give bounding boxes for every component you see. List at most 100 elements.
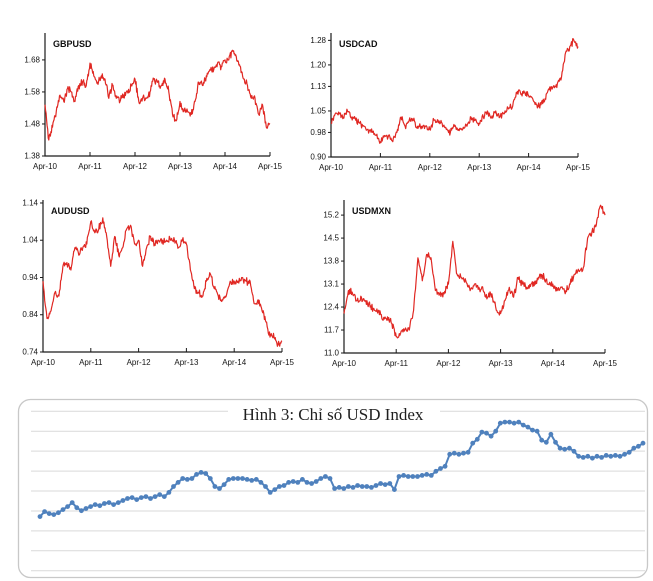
data-point-marker: [520, 422, 526, 428]
chart-title: GBPUSD: [53, 39, 92, 49]
x-tick-label: Apr-10: [332, 359, 357, 368]
y-tick-label: 15.2: [323, 211, 339, 220]
data-point-marker: [359, 484, 365, 489]
data-point-marker: [617, 453, 623, 459]
data-point-marker: [493, 428, 499, 434]
x-tick-label: Apr-11: [79, 358, 103, 367]
data-point-marker: [410, 474, 416, 479]
data-point-marker: [631, 445, 637, 451]
data-point-marker: [369, 485, 374, 490]
data-point-marker: [244, 477, 250, 482]
y-tick-label: 1.48: [24, 119, 40, 128]
series-line: [343, 204, 606, 339]
data-point-marker: [65, 504, 70, 509]
data-point-marker: [83, 506, 89, 511]
x-tick-label: Apr-10: [33, 162, 58, 171]
data-point-marker: [235, 476, 241, 481]
data-point-marker: [111, 502, 116, 507]
title-backdrop: [228, 402, 440, 423]
data-point-marker: [138, 495, 144, 500]
usd-index-chart: Hình 3: Chỉ số USD Index: [0, 390, 653, 581]
x-tick-label: Apr-10: [31, 358, 56, 367]
y-tick-label: 11.0: [324, 349, 340, 358]
data-point-marker: [341, 486, 347, 491]
y-tick-label: 1.13: [310, 82, 326, 91]
y-tick-label: 1.28: [310, 36, 326, 45]
data-point-marker: [539, 437, 545, 443]
data-point-marker: [470, 440, 476, 446]
data-point-marker: [253, 477, 259, 482]
data-point-marker: [479, 429, 485, 435]
data-point-marker: [387, 481, 393, 486]
data-point-marker: [613, 453, 618, 458]
data-point-marker: [120, 498, 126, 503]
data-point-marker: [189, 476, 195, 481]
data-point-marker: [378, 481, 383, 486]
series-line: [44, 49, 271, 141]
data-point-marker: [580, 455, 586, 460]
data-point-marker: [180, 476, 186, 481]
y-tick-label: 0.74: [22, 348, 38, 357]
data-point-marker: [576, 453, 581, 459]
data-point-marker: [336, 485, 342, 490]
data-point-marker: [373, 483, 379, 488]
data-point-marker: [599, 455, 604, 460]
data-point-marker: [507, 419, 512, 425]
fx-chart-audusd: 0.74 0.84 0.94 1.04 1.14 Apr-10 Apr-11 Apr-12 Ap…: [0, 190, 300, 385]
x-tick-label: Apr-11: [369, 163, 393, 172]
data-point-marker: [277, 484, 282, 489]
data-point-marker: [323, 474, 328, 479]
data-point-marker: [217, 486, 222, 491]
data-point-marker: [567, 445, 572, 451]
series-markers: [37, 419, 646, 519]
data-point-marker: [267, 490, 273, 495]
data-point-marker: [74, 505, 80, 511]
data-point-marker: [157, 492, 163, 497]
data-point-marker: [438, 466, 443, 471]
series-line: [42, 217, 283, 347]
data-point-marker: [226, 477, 232, 482]
data-point-marker: [258, 480, 264, 485]
data-point-marker: [553, 439, 558, 445]
data-point-marker: [461, 450, 466, 456]
y-tick-label: 11.7: [324, 326, 340, 335]
x-tick-label: Apr-13: [174, 358, 199, 367]
data-point-marker: [152, 494, 158, 499]
fx-chart-usdcad: 0.90 0.98 1.05 1.13 1.20 1.28 Apr-10 Apr-11 Apr-…: [300, 0, 653, 190]
data-point-marker: [286, 480, 291, 485]
data-point-marker: [636, 443, 641, 449]
data-point-marker: [405, 474, 411, 479]
data-point-marker: [37, 514, 43, 519]
data-point-marker: [543, 439, 549, 445]
data-point-marker: [516, 419, 522, 425]
data-point-marker: [281, 483, 287, 488]
y-tick-label: 0.98: [310, 128, 326, 137]
series-line: [330, 38, 579, 144]
data-point-marker: [115, 500, 121, 505]
data-point-marker: [56, 510, 61, 516]
data-point-marker: [221, 482, 227, 487]
data-point-marker: [502, 419, 508, 425]
data-point-marker: [129, 495, 135, 500]
data-point-marker: [184, 477, 190, 482]
data-point-marker: [263, 484, 268, 489]
x-tick-label: Apr-12: [418, 163, 443, 172]
data-point-marker: [88, 504, 93, 509]
data-point-marker: [419, 473, 425, 478]
data-point-marker: [171, 484, 176, 489]
data-point-marker: [304, 480, 310, 485]
data-point-marker: [97, 503, 103, 509]
x-tick-label: Apr-12: [127, 358, 152, 367]
data-point-marker: [484, 430, 489, 436]
data-point-marker: [590, 455, 595, 461]
data-point-marker: [230, 476, 236, 481]
y-tick-label: 13.8: [323, 257, 339, 266]
data-point-marker: [332, 486, 337, 491]
data-point-marker: [355, 483, 360, 488]
data-point-marker: [497, 420, 503, 426]
y-tick-label: 1.38: [24, 152, 40, 161]
data-point-marker: [442, 463, 448, 469]
x-tick-label: Apr-14: [222, 358, 247, 367]
x-tick-label: Apr-13: [168, 162, 193, 171]
data-point-marker: [640, 440, 646, 446]
